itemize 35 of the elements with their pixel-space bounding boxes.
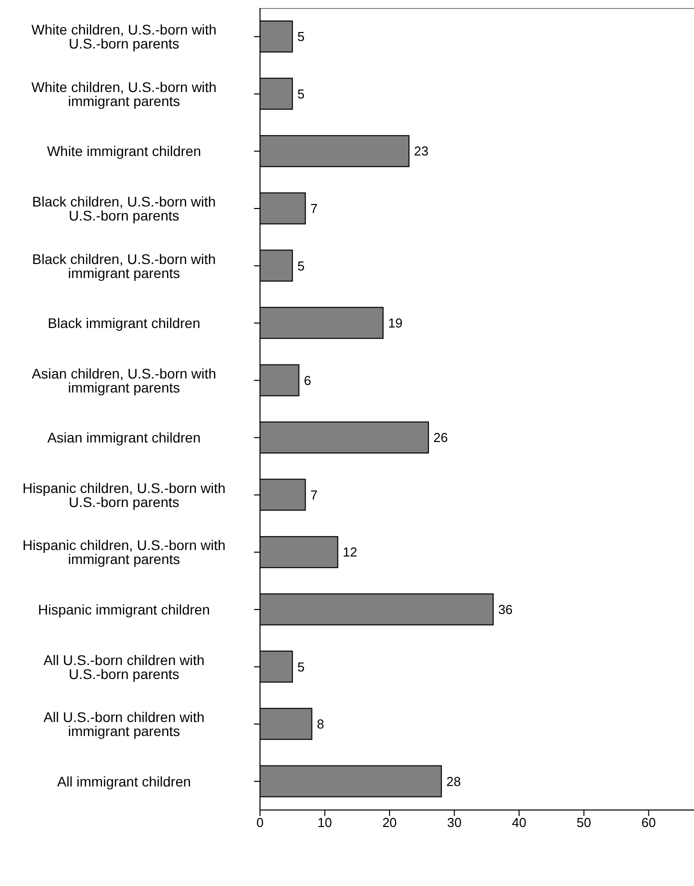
x-tick-label: 10 xyxy=(318,815,332,830)
data-label: 19 xyxy=(388,316,403,331)
y-tick-label: Hispanic children, U.S.-born with immigrant parents xyxy=(22,537,226,568)
y-tick-label: Black children, U.S.-born with immigrant parents xyxy=(32,250,216,281)
y-tick-label: All U.S.-born children with immigrant parents xyxy=(43,709,205,740)
data-label: 7 xyxy=(310,200,318,216)
y-tick-label: Asian immigrant children xyxy=(47,430,201,446)
data-label: 5 xyxy=(297,258,305,274)
x-tick-label: 40 xyxy=(512,815,526,830)
data-label: 5 xyxy=(297,29,305,44)
data-label: 23 xyxy=(414,144,428,159)
y-tick-label: White children, U.S.-born with immigrant parents xyxy=(31,78,217,109)
y-tick-label: All U.S.-born children with U.S.-born parents xyxy=(43,652,205,682)
data-label: 5 xyxy=(297,659,305,674)
data-label: 6 xyxy=(304,372,312,388)
y-tick-label: Black immigrant children xyxy=(48,315,200,332)
data-label: 5 xyxy=(297,86,305,102)
x-tick-label: 60 xyxy=(641,815,656,830)
data-label: 8 xyxy=(316,716,324,732)
y-tick-label: Hispanic immigrant children xyxy=(38,601,210,618)
data-label: 12 xyxy=(342,544,358,560)
x-tick-label: 0 xyxy=(256,815,264,830)
data-label: 26 xyxy=(433,430,448,446)
y-tick-label: Asian children, U.S.-born with immigrant parents xyxy=(32,365,216,396)
x-tick-label: 20 xyxy=(382,815,397,830)
y-tick-label: All immigrant children xyxy=(57,773,191,790)
data-label: 36 xyxy=(498,602,513,617)
data-label: 7 xyxy=(310,487,318,502)
y-tick-label: Black children, U.S.-born with U.S.-born parents xyxy=(32,193,216,224)
x-tick-label: 50 xyxy=(576,815,592,830)
y-tick-label: White immigrant children xyxy=(46,143,202,160)
y-tick-label: White children, U.S.-born with U.S.-born parents xyxy=(31,22,217,52)
data-label: 28 xyxy=(446,774,461,789)
y-tick-label: Hispanic children, U.S.-born with U.S.-born parents xyxy=(22,480,226,510)
x-tick-label: 30 xyxy=(447,815,462,830)
